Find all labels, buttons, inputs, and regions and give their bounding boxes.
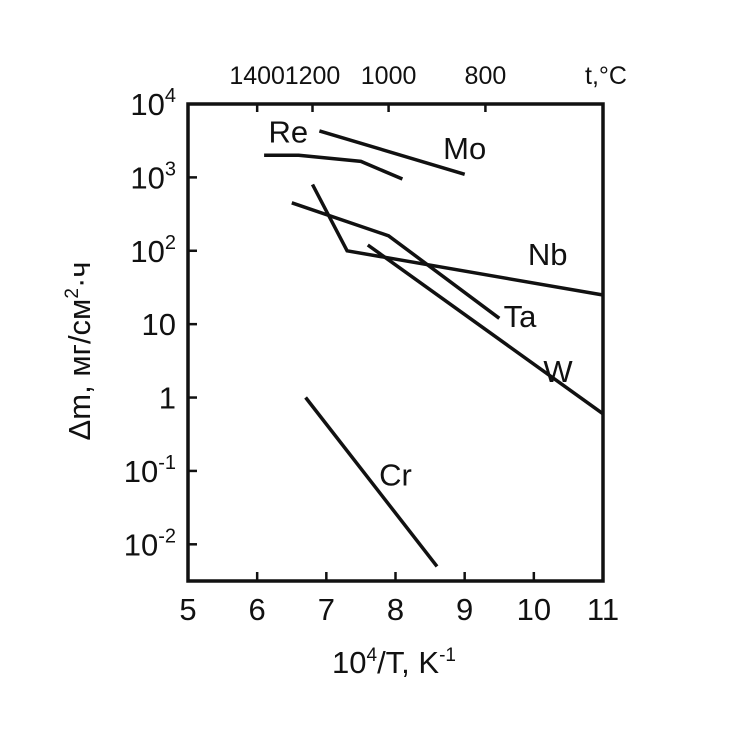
y-tick-label: 104 <box>130 85 176 122</box>
series-label-mo: Mo <box>443 131 486 166</box>
x-tick-label: 10 <box>517 592 551 627</box>
y-tick-label: 10-1 <box>124 452 176 489</box>
series-line-cr <box>304 396 439 568</box>
top-tick-label: 800 <box>465 62 507 90</box>
series-label-w: W <box>543 354 573 389</box>
top-tick-label: 1000 <box>361 62 417 90</box>
top-tick-label: 1400 <box>229 62 285 90</box>
x-tick-label: 11 <box>587 592 619 627</box>
x-axis-title-main: 10 <box>332 645 366 680</box>
series-line-ta <box>291 201 501 320</box>
series-line-re <box>264 153 404 181</box>
x-tick-label: 5 <box>179 592 196 627</box>
x-axis-title: 104/T, K-1 <box>332 645 456 680</box>
y-tick-label: 103 <box>130 158 176 195</box>
series-line-mo <box>318 129 466 176</box>
y-tick-label: 10-2 <box>124 525 176 562</box>
y-axis-title-main: Δm, мг/см <box>62 299 97 441</box>
top-tick-label: 1200 <box>285 62 341 90</box>
top-axis-unit: t,°C <box>585 62 627 90</box>
y-tick-label: 102 <box>130 232 176 269</box>
series-line-w <box>366 243 605 416</box>
series-label-re: Re <box>268 115 308 150</box>
y-axis-title: Δm, мг/см2·ч <box>62 262 97 441</box>
x-axis-title-sup: 4 <box>366 645 377 666</box>
y-axis-title-sup: 2 <box>62 288 83 299</box>
x-tick-label: 6 <box>249 592 266 627</box>
y-tick-label: 10 <box>142 307 176 342</box>
x-tick-label: 7 <box>318 592 335 627</box>
series-line-nb <box>310 183 604 297</box>
x-tick-label: 8 <box>387 592 404 627</box>
x-axis-title-rest: /T, K <box>377 645 439 680</box>
x-tick-label: 9 <box>456 592 473 627</box>
y-tick-label: 1 <box>159 381 176 416</box>
y-axis-title-rest: ·ч <box>62 262 97 288</box>
series-label-cr: Cr <box>379 457 412 492</box>
x-axis-title-sup2: -1 <box>439 645 456 666</box>
series-label-ta: Ta <box>504 299 538 334</box>
series-label-nb: Nb <box>528 237 568 272</box>
